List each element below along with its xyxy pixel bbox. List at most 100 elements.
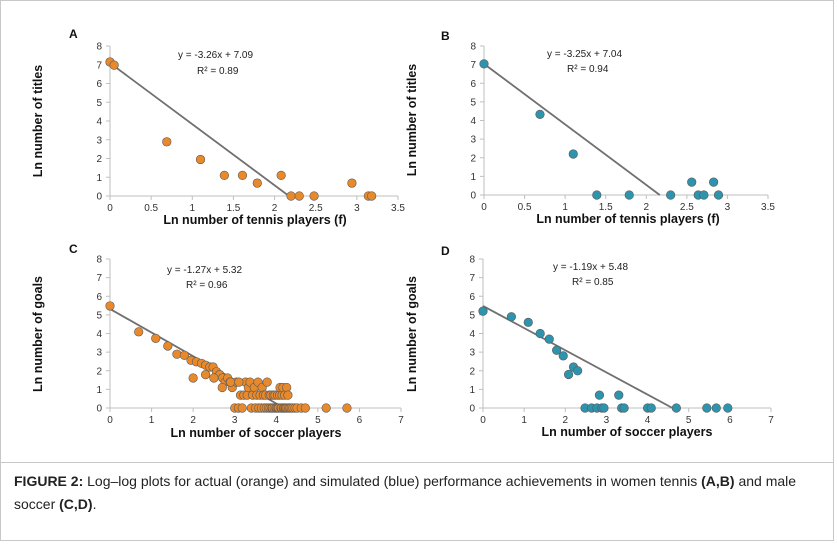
data-point xyxy=(614,390,624,400)
y-tick-label: 1 xyxy=(96,173,102,184)
y-tick-label: 1 xyxy=(469,385,475,396)
y-tick-label: 4 xyxy=(469,329,475,340)
y-axis-label: Ln number of titles xyxy=(405,64,419,177)
data-point xyxy=(321,403,331,413)
y-axis-label: Ln number of titles xyxy=(31,65,45,178)
data-point xyxy=(172,349,182,359)
x-tick-label: 7 xyxy=(398,415,404,426)
data-point xyxy=(552,345,562,355)
data-point xyxy=(523,317,533,327)
data-point xyxy=(276,170,286,180)
x-tick-label: 3 xyxy=(354,203,360,214)
y-tick-label: 1 xyxy=(470,172,476,183)
data-point xyxy=(188,373,198,383)
x-tick-label: 2 xyxy=(644,202,650,213)
x-axis-label: Ln number of soccer players xyxy=(171,426,342,440)
data-point xyxy=(309,191,319,201)
data-point xyxy=(506,312,516,322)
caption-divider xyxy=(0,462,834,463)
x-tick-label: 0 xyxy=(107,415,113,426)
y-tick-label: 8 xyxy=(96,42,102,53)
data-point xyxy=(294,191,304,201)
data-point xyxy=(283,390,293,400)
y-tick-label: 3 xyxy=(469,348,475,359)
y-tick-label: 2 xyxy=(96,154,102,165)
caption-text-1: Log–log plots for actual (orange) and si… xyxy=(83,473,702,489)
x-tick-label: 2.5 xyxy=(309,203,323,214)
y-tick-label: 3 xyxy=(470,135,476,146)
data-point xyxy=(300,403,310,413)
y-tick-label: 7 xyxy=(470,60,476,71)
x-axis-label: Ln number of tennis players (f) xyxy=(536,212,719,226)
data-point xyxy=(209,373,219,383)
y-tick-label: 2 xyxy=(96,366,102,377)
data-point xyxy=(687,177,697,187)
data-point xyxy=(367,191,377,201)
regression-equation: y = -1.19x + 5.48 xyxy=(553,262,628,273)
data-point xyxy=(286,191,296,201)
caption-lead: FIGURE 2: xyxy=(14,473,84,489)
data-point xyxy=(544,334,554,344)
y-tick-label: 0 xyxy=(96,192,102,203)
figure-charts: 0 1 2 3 4 5 6 7 8 0 0.5 1 1.5 2 2.5 3 3.5 Ay = -3.26x + 7… xyxy=(31,27,775,440)
data-point xyxy=(479,59,489,69)
data-point xyxy=(237,403,247,413)
data-point xyxy=(646,403,656,413)
x-tick-label: 3 xyxy=(604,415,610,426)
x-tick-label: 0 xyxy=(480,415,486,426)
data-point xyxy=(252,178,262,188)
caption-text-2: and male soccer xyxy=(14,473,797,512)
y-tick-label: 0 xyxy=(469,404,475,415)
chart-panel-d: 0 1 2 3 4 5 6 7 8 0 1 2 3 4 5 6 7 Dy = -1.19x + 5.48 R² = … xyxy=(405,244,774,439)
data-point xyxy=(234,377,244,387)
data-point xyxy=(262,377,272,387)
y-tick-label: 4 xyxy=(96,117,102,128)
x-tick-label: 4 xyxy=(274,415,280,426)
y-tick-label: 0 xyxy=(96,404,102,415)
x-tick-label: 1 xyxy=(562,202,568,213)
x-tick-label: 1.5 xyxy=(599,202,613,213)
y-tick-label: 6 xyxy=(96,292,102,303)
x-tick-label: 5 xyxy=(686,415,692,426)
y-tick-label: 4 xyxy=(96,329,102,340)
caption-panels-ab: (A,B) xyxy=(701,473,735,489)
y-tick-label: 6 xyxy=(96,79,102,90)
data-point xyxy=(568,149,578,159)
y-tick-label: 8 xyxy=(470,42,476,53)
x-tick-label: 6 xyxy=(357,415,363,426)
regression-equation: y = -3.25x + 7.04 xyxy=(547,49,622,60)
data-point xyxy=(711,403,721,413)
data-point xyxy=(347,178,357,188)
regression-equation: y = -3.26x + 7.09 xyxy=(178,50,253,61)
y-tick-label: 5 xyxy=(470,97,476,108)
x-tick-label: 0 xyxy=(107,203,113,214)
trend-line xyxy=(482,305,673,409)
data-point xyxy=(619,403,629,413)
data-point xyxy=(592,190,602,200)
data-point xyxy=(163,341,173,351)
data-point xyxy=(162,137,172,147)
panel-letter-b: B xyxy=(441,29,450,43)
x-tick-label: 3 xyxy=(232,415,238,426)
x-tick-label: 3.5 xyxy=(761,202,775,213)
y-tick-label: 5 xyxy=(469,310,475,321)
r-squared-label: R² = 0.96 xyxy=(186,280,228,291)
data-point xyxy=(573,366,583,376)
data-point xyxy=(535,328,545,339)
x-tick-label: 0.5 xyxy=(518,202,532,213)
data-point xyxy=(713,190,724,200)
x-tick-label: 6 xyxy=(727,415,733,426)
y-tick-label: 8 xyxy=(469,255,475,266)
x-tick-label: 1 xyxy=(521,415,527,426)
data-point xyxy=(282,382,292,393)
x-tick-label: 3 xyxy=(725,202,731,213)
x-tick-label: 1 xyxy=(190,203,196,214)
y-tick-label: 7 xyxy=(469,273,475,284)
y-axis-label: Ln number of goals xyxy=(405,276,419,392)
data-point xyxy=(179,350,190,360)
data-point xyxy=(594,390,605,400)
y-tick-label: 8 xyxy=(96,255,102,266)
y-tick-label: 7 xyxy=(96,273,102,284)
x-tick-label: 2.5 xyxy=(680,202,694,213)
